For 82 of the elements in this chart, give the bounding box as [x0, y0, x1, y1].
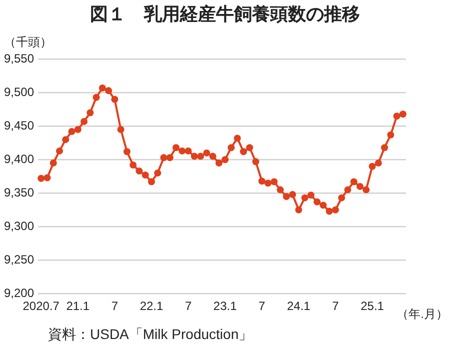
point [295, 206, 302, 214]
x-tick-label: 7 [332, 299, 340, 314]
y-axis-title: （千頭） [4, 34, 52, 51]
point [38, 174, 45, 182]
point [148, 178, 155, 186]
point [326, 208, 333, 215]
point [258, 178, 266, 185]
point [350, 178, 358, 186]
point [209, 152, 216, 160]
point [314, 198, 321, 206]
point [228, 144, 235, 152]
y-tick-label: 9,250 [4, 252, 34, 266]
point [222, 156, 229, 164]
y-tick-label: 9,550 [4, 52, 34, 66]
point [166, 154, 174, 162]
point [136, 168, 143, 175]
x-tick-label: 23.1 [213, 299, 238, 314]
y-tick-label: 9,200 [4, 286, 34, 300]
y-tick-label: 9,400 [4, 152, 34, 166]
point [80, 118, 88, 125]
x-tick-label: 7 [184, 299, 192, 314]
x-tick-label: 7 [111, 299, 118, 314]
point [190, 152, 198, 160]
point [399, 110, 406, 118]
point [374, 160, 382, 167]
point [270, 178, 278, 186]
point [74, 126, 82, 134]
point [178, 147, 186, 154]
y-tick-label: 9,450 [4, 118, 34, 132]
point [240, 148, 247, 156]
point [197, 152, 204, 160]
point [356, 182, 364, 190]
x-tick-label: 22.1 [140, 299, 164, 314]
point [264, 180, 272, 187]
y-tick-label: 9,500 [4, 85, 34, 99]
point [344, 186, 352, 194]
point [68, 128, 76, 136]
chart-title: 図１ 乳用経産牛飼養頭数の推移 [89, 3, 361, 26]
point [289, 190, 296, 198]
point [381, 144, 388, 152]
y-tick-label: 9,350 [4, 185, 34, 200]
point [203, 149, 210, 156]
point [44, 174, 51, 182]
point [130, 162, 137, 169]
point [142, 172, 149, 179]
point [111, 96, 118, 103]
point [368, 162, 376, 170]
point [252, 158, 260, 166]
x-tick-label: 21.1 [66, 299, 90, 314]
x-tick-label: 7 [258, 299, 266, 314]
point [98, 84, 106, 92]
point [105, 87, 112, 94]
y-tick-label: 9,300 [4, 218, 34, 233]
point [276, 186, 284, 194]
point [387, 131, 394, 138]
point [154, 170, 162, 177]
point [86, 109, 94, 116]
x-tick-label: 24.1 [286, 299, 311, 314]
point [62, 136, 70, 144]
x-tick-label: 25.1 [360, 299, 384, 314]
point [123, 148, 130, 156]
x-axis-title: （年.月） [396, 306, 448, 323]
point [393, 112, 400, 120]
point [160, 154, 168, 162]
point [282, 192, 290, 200]
point [332, 206, 339, 214]
point [307, 192, 314, 199]
point [172, 144, 180, 152]
point [338, 194, 346, 202]
point [362, 186, 370, 194]
point [215, 160, 222, 167]
point [320, 202, 327, 209]
point [117, 126, 124, 134]
point [56, 147, 63, 154]
point [50, 160, 57, 167]
point [92, 94, 100, 101]
point [234, 134, 241, 142]
point [301, 194, 308, 202]
x-tick-label: 2020.7 [22, 299, 60, 314]
point [246, 144, 254, 152]
text: 資料：USDA「Milk Production」 [48, 326, 253, 344]
point [184, 147, 192, 154]
